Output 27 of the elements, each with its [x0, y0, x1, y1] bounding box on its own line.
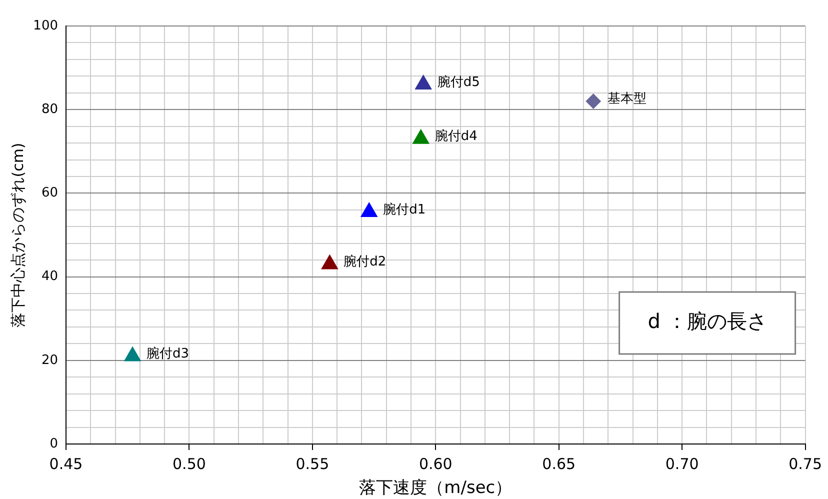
x-tick-label: 0.45 — [49, 454, 83, 473]
series-label: 腕付d3 — [146, 346, 190, 362]
y-tick-label: 80 — [41, 102, 58, 117]
x-tick-label: 0.60 — [418, 454, 452, 473]
y-axis-title: 落下中心点からのずれ(cm) — [8, 142, 27, 328]
series-label: 腕付d4 — [434, 129, 478, 144]
y-tick-label: 0 — [50, 436, 58, 452]
series-label: 腕付d2 — [344, 254, 386, 270]
point — [412, 129, 430, 144]
series-label: 腕付d5 — [437, 74, 480, 90]
x-tick-label: 0.50 — [172, 454, 206, 473]
point — [124, 346, 141, 362]
point — [360, 202, 378, 218]
x-tick-label: 0.70 — [665, 454, 699, 473]
point — [415, 75, 432, 90]
x-axis-title: 落下速度（m/sec） — [359, 478, 512, 498]
series-label: 腕付d1 — [383, 202, 426, 218]
x-tick-label: 0.75 — [788, 454, 822, 473]
annotation: d ：腕の長さ — [648, 309, 767, 334]
y-tick-label: 20 — [41, 352, 58, 368]
series-label: 基本型 — [607, 92, 646, 107]
y-tick-label: 100 — [33, 18, 58, 34]
y-tick-label: 40 — [41, 269, 58, 284]
y-tick-label: 60 — [41, 186, 58, 201]
x-tick-label: 0.65 — [542, 454, 576, 473]
point — [321, 254, 338, 270]
x-tick-label: 0.55 — [296, 454, 330, 473]
